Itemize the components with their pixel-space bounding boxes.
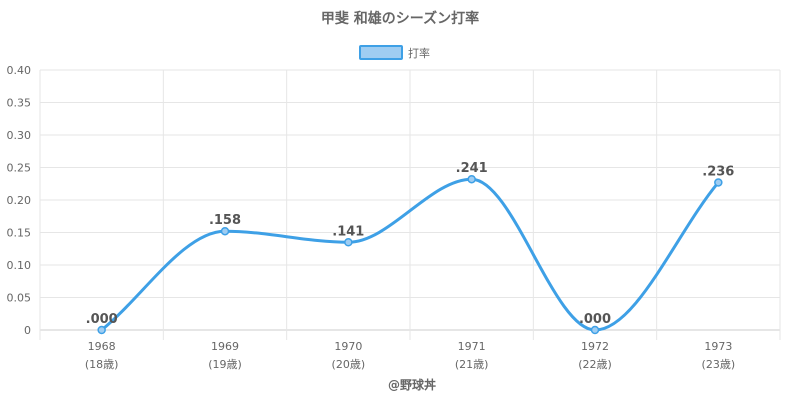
y-tick-label: 0.25 bbox=[7, 162, 32, 175]
y-tick-label: 0.10 bbox=[7, 259, 32, 272]
data-point[interactable] bbox=[714, 178, 723, 187]
legend-swatch[interactable] bbox=[359, 45, 403, 60]
y-tick-label: 0.30 bbox=[7, 129, 32, 142]
data-point[interactable] bbox=[220, 226, 230, 236]
axes: 0 0.05 0.10 0.15 0.20 0.25 0.30 0.35 0.40 1968 (18… bbox=[7, 64, 736, 371]
legend-label[interactable]: 打率 bbox=[408, 46, 430, 60]
y-tick-label: 0.40 bbox=[7, 64, 32, 77]
data-label: .000 bbox=[579, 312, 611, 327]
grid bbox=[39, 69, 781, 340]
x-tick-sublabel: (21歳) bbox=[455, 358, 489, 371]
x-tick-sublabel: (19歳) bbox=[208, 358, 242, 371]
y-tick-label: 0 bbox=[24, 324, 31, 337]
x-tick-sublabel: (22歳) bbox=[578, 358, 612, 371]
data-point[interactable] bbox=[590, 325, 600, 335]
data-label: .141 bbox=[332, 224, 364, 239]
y-tick-label: 0.35 bbox=[7, 97, 32, 110]
x-tick-label: 1973 bbox=[704, 340, 732, 353]
credit-text: @野球丼 bbox=[388, 377, 436, 392]
data-label: .000 bbox=[86, 312, 118, 327]
data-point[interactable] bbox=[344, 238, 353, 247]
y-tick-label: 0.15 bbox=[7, 227, 32, 240]
x-tick-sublabel: (23歳) bbox=[702, 358, 736, 371]
data-label: .236 bbox=[702, 164, 734, 179]
data-labels: .000 .158 .141 .241 .000 .236 bbox=[86, 161, 735, 327]
x-tick-label: 1969 bbox=[211, 340, 239, 353]
x-tick-sublabel: (20歳) bbox=[332, 358, 366, 371]
data-label: .241 bbox=[456, 161, 488, 176]
legend[interactable]: 打率 bbox=[359, 45, 430, 60]
x-tick-label: 1972 bbox=[581, 340, 609, 353]
x-tick-sublabel: (18歳) bbox=[85, 358, 119, 371]
y-tick-label: 0.20 bbox=[7, 194, 32, 207]
x-tick-label: 1971 bbox=[458, 340, 486, 353]
data-point[interactable] bbox=[97, 325, 106, 335]
y-tick-label: 0.05 bbox=[7, 292, 32, 305]
data-label: .158 bbox=[209, 213, 241, 228]
series-layer bbox=[97, 174, 723, 335]
chart-title: 甲斐 和雄のシーズン打率 bbox=[321, 10, 479, 27]
x-tick-label: 1970 bbox=[334, 340, 362, 353]
x-tick-label: 1968 bbox=[88, 340, 116, 353]
series-line bbox=[100, 177, 720, 332]
data-point[interactable] bbox=[467, 174, 476, 184]
